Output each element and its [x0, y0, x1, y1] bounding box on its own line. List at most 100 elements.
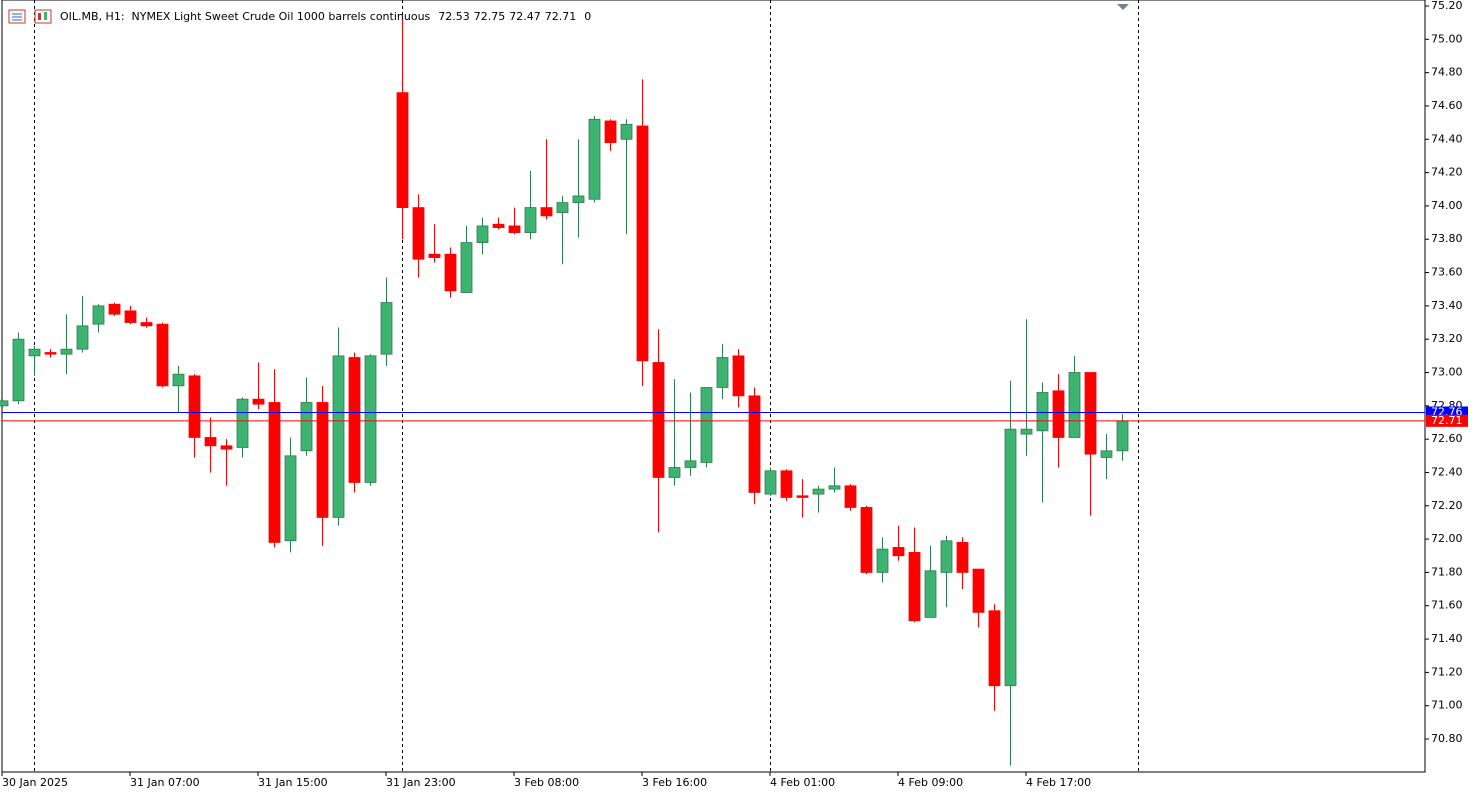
- y-tick-label: 71.00: [1431, 699, 1463, 712]
- header-value: 72.75: [474, 10, 506, 23]
- x-tick-label: 4 Feb 09:00: [898, 776, 963, 789]
- candle-body: [108, 303, 121, 315]
- candle-body: [492, 223, 505, 228]
- y-tick-label: 74.00: [1431, 199, 1463, 212]
- y-tick-label: 71.40: [1431, 632, 1463, 645]
- candle-body: [316, 402, 329, 518]
- candle-body: [860, 507, 873, 573]
- candle-body: [940, 540, 953, 573]
- y-tick-label: 72.60: [1431, 432, 1463, 445]
- y-tick-label: 71.20: [1431, 665, 1463, 678]
- candle-body: [156, 323, 169, 387]
- x-tick-label: 31 Jan 15:00: [258, 776, 328, 789]
- icon: [44, 12, 47, 20]
- candle-body: [204, 437, 217, 447]
- candle-body: [332, 355, 345, 518]
- y-tick-label: 71.80: [1431, 565, 1463, 578]
- candle-body: [124, 310, 137, 323]
- candle-body: [604, 120, 617, 144]
- candle-body: [236, 398, 249, 448]
- header-value: 0: [584, 10, 591, 23]
- candle-body: [844, 485, 857, 508]
- y-tick-label: 73.00: [1431, 366, 1463, 379]
- candle-body: [700, 387, 713, 463]
- candle-body: [140, 322, 153, 327]
- candle-body: [300, 402, 313, 452]
- header-value: 72.53: [438, 10, 470, 23]
- candle-body: [1004, 428, 1017, 687]
- candle-body: [620, 123, 633, 140]
- candle-body: [732, 355, 745, 397]
- y-tick-label: 70.80: [1431, 732, 1463, 745]
- candle-body: [284, 455, 297, 542]
- candle-body: [876, 548, 889, 573]
- candle-body: [1084, 372, 1097, 455]
- candle-body: [364, 355, 377, 483]
- candle-body: [588, 118, 601, 200]
- candle-body: [188, 375, 201, 438]
- candle-body: [748, 395, 761, 493]
- x-tick-label: 31 Jan 07:00: [130, 776, 200, 789]
- candle-body: [524, 207, 537, 233]
- candle-body: [428, 253, 441, 258]
- icon: [38, 13, 41, 20]
- candle-body: [668, 467, 681, 478]
- y-tick-label: 72.40: [1431, 465, 1463, 478]
- y-tick-label: 71.60: [1431, 599, 1463, 612]
- menu-icons[interactable]: [8, 9, 52, 24]
- candle-body: [476, 225, 489, 243]
- x-tick-label: 30 Jan 2025: [2, 776, 68, 789]
- candle-body: [412, 207, 425, 260]
- candle-body: [1020, 428, 1033, 435]
- candle-body: [460, 242, 473, 293]
- candle-body: [44, 352, 57, 355]
- candle-body: [28, 348, 41, 357]
- price-label: 72.71: [1431, 414, 1463, 427]
- candle-body: [956, 542, 969, 573]
- candle-body: [780, 470, 793, 498]
- candle-body: [556, 202, 569, 213]
- candle-body: [12, 338, 25, 402]
- y-tick-label: 73.80: [1431, 232, 1463, 245]
- y-tick-label: 73.60: [1431, 266, 1463, 279]
- candle-body: [572, 195, 585, 203]
- candle-body: [508, 225, 521, 233]
- y-tick-label: 74.60: [1431, 99, 1463, 112]
- x-tick-label: 3 Feb 08:00: [514, 776, 579, 789]
- shift-marker[interactable]: [1117, 4, 1129, 10]
- candle-body: [1100, 450, 1113, 458]
- candle-body: [1068, 372, 1081, 438]
- candle-body: [828, 485, 841, 490]
- candle-body: [0, 400, 9, 407]
- header-value: 72.47: [509, 10, 541, 23]
- x-tick-label: 3 Feb 16:00: [642, 776, 707, 789]
- candle-body: [396, 92, 409, 208]
- candle-body: [60, 348, 73, 355]
- y-tick-label: 72.20: [1431, 499, 1463, 512]
- y-tick-label: 75.20: [1431, 0, 1463, 12]
- candle-body: [540, 207, 553, 217]
- candle-body: [92, 305, 105, 325]
- candle-body: [988, 610, 1001, 687]
- y-tick-label: 74.80: [1431, 66, 1463, 79]
- candle-body: [924, 570, 937, 618]
- x-tick-label: 4 Feb 17:00: [1026, 776, 1091, 789]
- candle-body: [444, 253, 457, 292]
- icon[interactable]: [34, 9, 52, 24]
- candle-body: [796, 495, 809, 498]
- candle-body: [892, 547, 905, 557]
- candle-body: [908, 552, 921, 622]
- price-label-bg: [1426, 414, 1468, 427]
- y-tick-label: 75.00: [1431, 32, 1463, 45]
- candle-body: [220, 445, 233, 450]
- plot-frame: [1, 0, 1426, 773]
- y-tick-label: 72.00: [1431, 532, 1463, 545]
- chart-title: OIL.MB, H1: NYMEX Light Sweet Crude Oil …: [60, 10, 431, 23]
- candle-body: [764, 470, 777, 495]
- candle-body: [812, 488, 825, 495]
- candle-body: [716, 357, 729, 388]
- candle-body: [684, 460, 697, 468]
- candle-body: [636, 125, 649, 362]
